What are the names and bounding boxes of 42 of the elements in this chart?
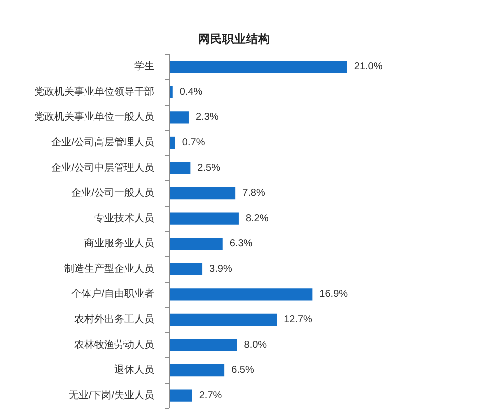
bar: [170, 238, 223, 250]
y-tick-label: 党政机关事业单位领导干部: [34, 86, 154, 98]
data-label: 3.9%: [210, 264, 232, 275]
data-label: 8.0%: [244, 340, 268, 351]
y-tick-label: 个体户/自由职业者: [72, 288, 155, 300]
y-tick-label: 企业/公司中层管理人员: [52, 162, 155, 174]
bar: [170, 112, 189, 124]
data-label: 2.5%: [198, 162, 221, 174]
data-label: 2.3%: [196, 112, 219, 124]
y-tick-label: 无业/下岗/失业人员: [68, 389, 155, 402]
y-tick-label: 学生: [134, 60, 154, 73]
bar: [170, 263, 203, 276]
data-label: 12.7%: [284, 314, 313, 326]
bar: [170, 136, 176, 150]
bar: [170, 212, 239, 225]
bar: [170, 188, 236, 200]
y-tick-label: 党政机关事业单位一般人员: [34, 111, 154, 124]
data-label: 8.2%: [246, 213, 269, 224]
bar: [170, 339, 238, 352]
data-label: 0.7%: [182, 138, 206, 148]
y-tick-label: 企业/公司一般人员: [72, 187, 155, 200]
y-tick-label: 农林牧渔劳动人员: [74, 338, 154, 351]
y-tick-label: 企业/公司高层管理人员: [52, 136, 155, 148]
data-label: 6.3%: [230, 238, 253, 250]
data-label: 21.0%: [354, 62, 383, 73]
data-label: 2.7%: [199, 390, 222, 402]
chart-title: 网民职业结构: [198, 32, 270, 46]
bar: [170, 288, 313, 301]
bar: [170, 162, 191, 174]
bar: [170, 314, 278, 326]
bar: [170, 364, 225, 377]
bar: [170, 390, 192, 402]
y-tick-label: 退休人员: [114, 364, 154, 376]
data-label: 6.5%: [232, 365, 254, 376]
data-label: 0.4%: [180, 86, 203, 98]
y-tick-label: 制造生产型企业人员: [64, 262, 154, 275]
data-label: 7.8%: [242, 188, 266, 200]
y-tick-label: 农村外出务工人员: [74, 314, 154, 326]
y-tick-label: 商业服务业人员: [84, 238, 154, 250]
y-tick-label: 专业技术人员: [94, 212, 154, 224]
data-label: 16.9%: [320, 289, 348, 300]
bar: [170, 61, 348, 74]
